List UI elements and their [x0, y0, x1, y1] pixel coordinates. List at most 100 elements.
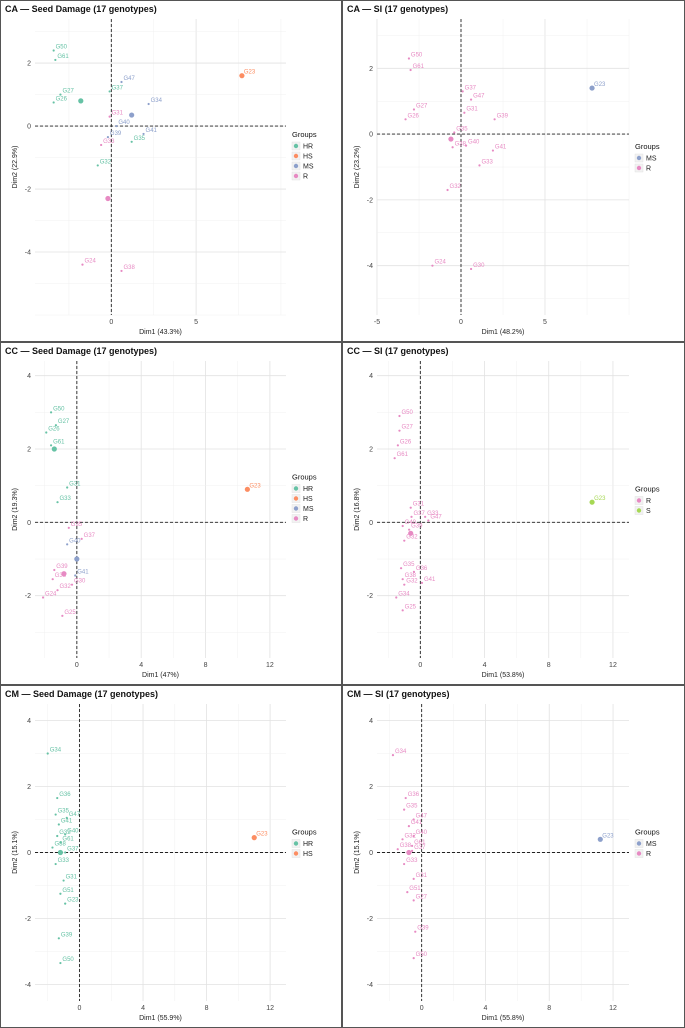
- chart-cm-si: CM — SI (17 genotypes) 0 4 8 12 -4 -2 0 2 4 Dim1 (…: [347, 689, 660, 1022]
- data-point-g35: [453, 131, 456, 134]
- data-point-g35: [67, 526, 70, 529]
- chart-title: CM — Seed Damage (17 genotypes): [5, 689, 158, 699]
- data-point-g61: [393, 457, 396, 460]
- point-label-g23: G23: [249, 483, 261, 489]
- chart-title: CM — SI (17 genotypes): [347, 689, 450, 699]
- data-point-g27: [412, 899, 415, 902]
- point-label-g35: G35: [58, 809, 70, 815]
- point-label-g47: G47: [416, 814, 428, 820]
- chart-ca-seed: CA — Seed Damage (17 genotypes) 0 5 -4 -2 0 2 D…: [5, 4, 317, 336]
- point-label-g50: G50: [416, 952, 428, 958]
- point-label-g35: G35: [406, 804, 418, 810]
- point-label-g25: G25: [405, 604, 417, 610]
- data-point-g34: [147, 102, 150, 106]
- x-tick-label: -5: [374, 319, 380, 326]
- x-tick-label: 8: [547, 662, 551, 669]
- point-label-g51: G51: [409, 886, 421, 892]
- data-point-g24: [431, 264, 434, 267]
- data-point-g27: [59, 93, 62, 96]
- x-tick-label: 0: [78, 1005, 82, 1012]
- point-label-g27: G27: [416, 894, 428, 900]
- point-label-g27: G27: [416, 103, 428, 109]
- data-point-g40: [66, 543, 69, 546]
- point-label-g26: G26: [408, 113, 420, 119]
- point-label-g27: G27: [401, 425, 413, 431]
- data-point-g36: [56, 796, 59, 800]
- data-point-g47: [120, 80, 123, 84]
- legend-marker-ms: [636, 841, 642, 846]
- data-point-g25: [61, 614, 64, 617]
- panel-ca-seed: CA — Seed Damage (17 genotypes) 0 5 -4 -2 0 2 D…: [0, 0, 342, 342]
- point-label-g41: G41: [146, 128, 158, 134]
- point-label-g50: G50: [56, 44, 68, 50]
- point-label-g33: G33: [60, 496, 72, 502]
- point-label-g41: G41: [495, 145, 507, 151]
- data-point-g41: [420, 581, 424, 584]
- legend-label-ms: MS: [646, 156, 657, 163]
- data-point-g40: [412, 834, 415, 838]
- point-label-g50: G50: [62, 957, 74, 963]
- data-point-g34: [46, 752, 49, 755]
- x-tick-label: 4: [483, 662, 487, 669]
- chart-title: CC — SI (17 genotypes): [347, 346, 449, 356]
- chart-title: CA — Seed Damage (17 genotypes): [5, 4, 157, 14]
- data-point-g30: [469, 267, 473, 271]
- data-point-g39: [414, 930, 417, 933]
- data-point-g23: [64, 902, 67, 905]
- point-label-g36: G36: [59, 792, 71, 798]
- point-label-g40: G40: [67, 828, 79, 834]
- y-tick-label: -2: [25, 916, 31, 923]
- data-point-g35: [399, 567, 403, 570]
- point-label-g26: G26: [48, 427, 60, 433]
- data-point-g41: [407, 825, 410, 828]
- data-point-g41: [57, 823, 60, 826]
- data-point-g34: [395, 596, 398, 599]
- legend-label-s: S: [646, 508, 651, 515]
- point-label-g36: G36: [416, 566, 428, 572]
- legend-label-r: R: [303, 516, 308, 523]
- y-tick-label: 2: [27, 784, 31, 791]
- x-tick-label: 8: [547, 1005, 551, 1012]
- point-label-g23: G23: [67, 898, 79, 904]
- data-point-g40: [115, 124, 118, 128]
- y-tick-label: 2: [27, 61, 31, 68]
- data-point-g41: [491, 149, 495, 152]
- point-label-g61: G61: [53, 439, 65, 445]
- data-point-g23: [599, 838, 602, 841]
- y-axis-label: Dim2 (23.2%): [354, 146, 361, 189]
- point-label-g41: G41: [61, 818, 73, 824]
- legend-label-r: R: [646, 851, 651, 858]
- point-label-g35: G35: [456, 126, 468, 132]
- x-axis-label: Dim1 (48.2%): [482, 329, 525, 336]
- point-label-g40: G40: [118, 120, 130, 126]
- chart-ca-si: CA — SI (17 genotypes) -5 0 5 -4 -2 0 2 Dim1 (48…: [347, 4, 660, 336]
- y-axis-label: Dim2 (15.1%): [12, 831, 19, 874]
- data-point-g50: [52, 49, 55, 52]
- data-point-g33: [403, 862, 406, 866]
- point-label-g39: G39: [497, 113, 509, 119]
- point-label-g32: G32: [406, 579, 418, 585]
- point-label-g31: G31: [466, 107, 478, 113]
- y-tick-label: 4: [27, 718, 31, 725]
- chart-title: CA — SI (17 genotypes): [347, 4, 448, 14]
- y-tick-label: 0: [369, 132, 373, 139]
- data-point-g30: [70, 583, 74, 586]
- data-point-g34: [391, 754, 395, 757]
- centroid-point-r: [406, 849, 412, 856]
- data-point-g27: [54, 424, 58, 427]
- data-point-g37: [461, 90, 464, 93]
- point-label-g50: G50: [401, 410, 413, 416]
- point-label-g32: G32: [450, 184, 462, 190]
- data-point-g32: [96, 164, 99, 167]
- panel-ca-si: CA — SI (17 genotypes) -5 0 5 -4 -2 0 2 Dim1 (48…: [342, 0, 685, 342]
- chart-title: CC — Seed Damage (17 genotypes): [5, 346, 157, 356]
- centroid-point-r: [408, 530, 414, 536]
- centroid-point-r: [448, 136, 454, 142]
- centroid-point-r: [105, 195, 111, 202]
- data-point-g51: [406, 891, 409, 894]
- y-tick-label: -4: [367, 263, 373, 270]
- data-point-g38: [401, 578, 404, 581]
- legend-label-hr: HR: [303, 841, 313, 848]
- data-point-g61: [409, 68, 412, 72]
- point-label-g38: G38: [55, 573, 67, 579]
